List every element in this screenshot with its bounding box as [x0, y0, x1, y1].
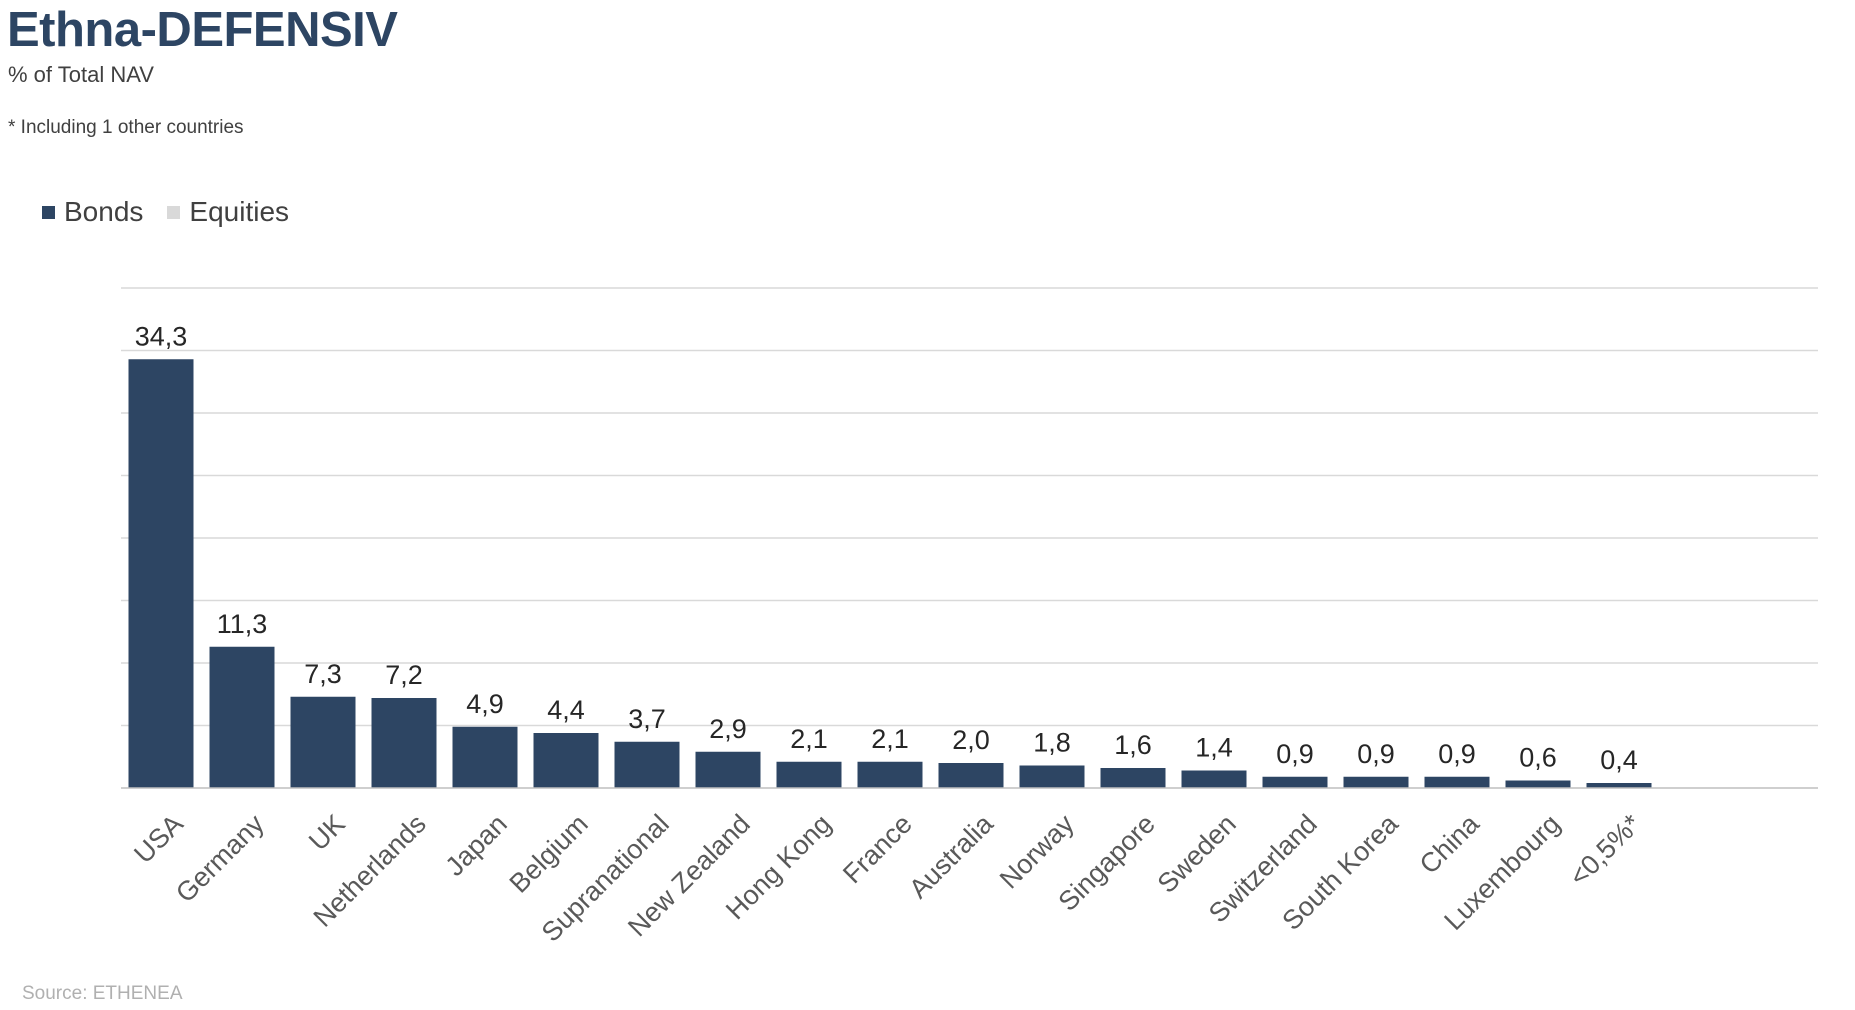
- data-label: 1,4: [1195, 733, 1233, 763]
- bar-south-korea: [1343, 776, 1409, 788]
- legend-label-equities: Equities: [189, 196, 290, 227]
- bar-singapore: [1100, 768, 1166, 788]
- category-label: France: [837, 809, 918, 890]
- data-label: 0,4: [1600, 745, 1638, 775]
- chart-footnote: * Including 1 other countries: [8, 117, 244, 138]
- bar-luxembourg: [1505, 780, 1571, 788]
- bar-sweden: [1181, 770, 1247, 788]
- bar-0-5: [1586, 783, 1652, 788]
- data-label: 3,7: [628, 704, 666, 734]
- category-label: Australia: [903, 808, 999, 904]
- data-label: 1,6: [1114, 730, 1152, 760]
- legend-item-equities: Equities: [167, 196, 289, 228]
- data-label: 0,9: [1276, 739, 1314, 769]
- category-label: UK: [303, 809, 351, 857]
- bar-belgium: [533, 733, 599, 788]
- data-label: 0,9: [1357, 739, 1395, 769]
- data-label: 4,9: [466, 689, 504, 719]
- legend-swatch-equities: [167, 205, 181, 219]
- legend-swatch-bonds: [42, 205, 55, 219]
- bar-france: [857, 761, 923, 788]
- bar-norway: [1019, 765, 1085, 788]
- data-label: 34,3: [135, 321, 188, 351]
- chart-subtitle: % of Total NAV: [8, 62, 154, 87]
- data-label: 11,3: [217, 609, 268, 639]
- data-label: 0,6: [1519, 743, 1557, 773]
- bar-supranational: [614, 741, 680, 788]
- category-label: China: [1414, 808, 1486, 880]
- bar-uk: [290, 696, 356, 788]
- bar-hong-kong: [776, 761, 842, 788]
- data-label: 2,0: [952, 725, 990, 755]
- bar-china: [1424, 776, 1490, 788]
- bar-japan: [452, 726, 518, 788]
- data-label: 1,8: [1033, 728, 1071, 758]
- data-label: 7,2: [385, 660, 423, 690]
- data-label: 7,3: [304, 659, 342, 689]
- bar-switzerland: [1262, 776, 1328, 788]
- bar-australia: [938, 763, 1004, 788]
- category-label: Japan: [440, 809, 513, 882]
- bar-germany: [209, 646, 275, 788]
- bar-new-zealand: [695, 751, 761, 788]
- bar-usa: [128, 359, 194, 788]
- data-label: 2,9: [709, 714, 747, 744]
- source-note: Source: ETHENEA: [22, 983, 183, 1004]
- category-label: Germany: [170, 808, 270, 908]
- data-label: 4,4: [547, 695, 585, 725]
- data-label: 0,9: [1438, 739, 1476, 769]
- category-label: USA: [128, 809, 188, 869]
- legend-item-bonds: Bonds: [42, 196, 143, 228]
- bar-netherlands: [371, 698, 437, 788]
- chart-legend: Bonds Equities: [42, 196, 313, 228]
- category-label: <0,5%*: [1564, 808, 1648, 892]
- legend-label-bonds: Bonds: [64, 196, 144, 227]
- data-label: 2,1: [871, 724, 909, 754]
- chart-title: Ethna-DEFENSIV: [7, 3, 398, 57]
- data-label: 2,1: [790, 724, 828, 754]
